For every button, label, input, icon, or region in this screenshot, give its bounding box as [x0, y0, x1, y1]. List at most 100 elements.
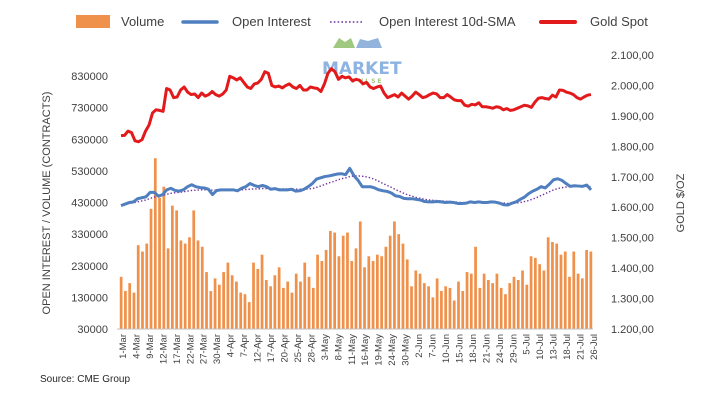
volume-bar: [124, 291, 127, 329]
volume-bar: [316, 254, 319, 329]
left-axis-ticks: 830000 730000 630000 530000 430000 330000 2300…: [71, 71, 108, 336]
right-tick-label: 2.100,00: [611, 50, 654, 62]
volume-bar: [171, 205, 174, 329]
volume-bar: [414, 270, 418, 329]
volume-bar: [427, 286, 430, 329]
x-tick-label: 3-May: [320, 334, 331, 361]
volume-bar: [350, 261, 354, 329]
x-tick-label: 16-May: [360, 334, 371, 366]
x-tick-label: 27-Mar: [199, 334, 210, 364]
volume-bar: [183, 243, 187, 329]
legend-item-gold-spot[interactable]: Gold Spot: [539, 14, 648, 29]
x-tick-label: 1-Mar: [118, 334, 129, 359]
volume-bar: [286, 281, 290, 329]
volume-bar: [222, 272, 225, 329]
volume-bar: [209, 291, 213, 329]
x-tick-label: 11-May: [347, 334, 358, 365]
volume-bar: [166, 248, 170, 329]
volume-bar: [474, 246, 477, 329]
volume-bar: [282, 287, 285, 329]
volume-bar: [431, 297, 435, 330]
legend-label-volume: Volume: [121, 14, 164, 29]
left-tick-label: 730000: [71, 103, 108, 115]
volume-bar: [551, 242, 554, 329]
volume-bar: [175, 210, 179, 329]
volume-bar: [533, 257, 537, 329]
x-tick-label: 7-Apr: [239, 334, 250, 357]
volume-bar: [119, 276, 123, 329]
volume-bar: [585, 249, 588, 329]
x-tick-label: 18-Jul: [562, 334, 573, 360]
volume-bar: [320, 261, 324, 329]
volume-bar: [559, 254, 563, 329]
x-tick-label: 24-May: [387, 334, 398, 366]
volume-bar: [568, 276, 571, 329]
volume-bar: [153, 158, 157, 329]
volume-bar: [358, 221, 362, 329]
volume-bar: [162, 186, 166, 329]
x-tick-label: 10-Jun: [441, 334, 452, 363]
volume-bar: [158, 197, 161, 329]
x-tick-label: 18-Jun: [468, 334, 479, 363]
volume-bar: [397, 234, 401, 330]
volume-bar: [188, 237, 191, 329]
x-tick-label: 9-Mar: [145, 334, 156, 359]
volume-bar: [393, 221, 396, 329]
volume-bar: [516, 279, 520, 329]
right-tick-label: 1.700,00: [611, 172, 654, 184]
right-tick-label: 1.400,00: [611, 263, 654, 275]
x-tick-label: 22-Mar: [185, 334, 196, 364]
volume-bar: [384, 246, 388, 329]
volume-bar: [243, 294, 247, 329]
watermark-logo: MARKET PULSE: [322, 38, 402, 85]
volume-bar: [333, 232, 337, 329]
volume-bar: [269, 286, 272, 329]
volume-bar: [410, 286, 413, 329]
x-tick-label: 7-Jun: [428, 334, 439, 358]
volume-bar: [290, 292, 294, 329]
volume-bar: [418, 273, 422, 329]
left-tick-label: 130000: [71, 292, 108, 304]
x-tick-label: 4-Apr: [226, 334, 237, 357]
x-tick-label: 30-May: [401, 334, 412, 366]
volume-bar: [200, 246, 204, 329]
volume-bar: [422, 283, 426, 329]
volume-bar: [132, 292, 136, 329]
volume-bar: [525, 284, 529, 329]
x-tick-label: 29-Jun: [508, 334, 519, 363]
volume-bar: [542, 270, 546, 329]
volume-bar: [256, 268, 260, 329]
x-tick-label: 28-Apr: [306, 334, 317, 363]
volume-bar: [495, 273, 499, 329]
volume-bar: [264, 279, 268, 329]
legend-item-open-interest[interactable]: Open Interest: [181, 14, 311, 29]
volume-bar: [367, 256, 371, 329]
right-tick-label: 2.000,00: [611, 80, 654, 92]
volume-bar: [580, 278, 584, 329]
left-tick-label: 830000: [71, 71, 108, 83]
legend-item-sma[interactable]: Open Interest 10d-SMA: [330, 14, 516, 29]
volume-bar: [375, 254, 379, 329]
right-tick-label: 1.600,00: [611, 202, 654, 214]
volume-bar: [329, 230, 332, 329]
volume-bar: [572, 251, 576, 329]
volume-bar: [380, 256, 383, 329]
right-axis-ticks: 2.100,00 2.000,00 1.900,00 1.800,00 1.700,00…: [611, 50, 654, 336]
volume-bar: [303, 262, 307, 329]
x-tick-label: 17-Apr: [266, 334, 277, 363]
x-tick-label: 21-Jun: [481, 334, 492, 363]
bull-icon: [333, 38, 355, 48]
volume-bar: [128, 283, 132, 329]
volume-bar: [512, 276, 516, 329]
legend-item-volume[interactable]: Volume: [76, 14, 164, 29]
volume-bar: [504, 294, 507, 329]
series-lines: [120, 67, 593, 208]
x-tick-label: 25-Apr: [293, 334, 304, 363]
volume-bar: [141, 251, 144, 329]
volume-bar: [546, 237, 550, 329]
volume-bar: [192, 210, 196, 329]
volume-bar: [294, 273, 298, 329]
volume-bar: [205, 272, 208, 329]
volume-bar: [277, 267, 281, 329]
